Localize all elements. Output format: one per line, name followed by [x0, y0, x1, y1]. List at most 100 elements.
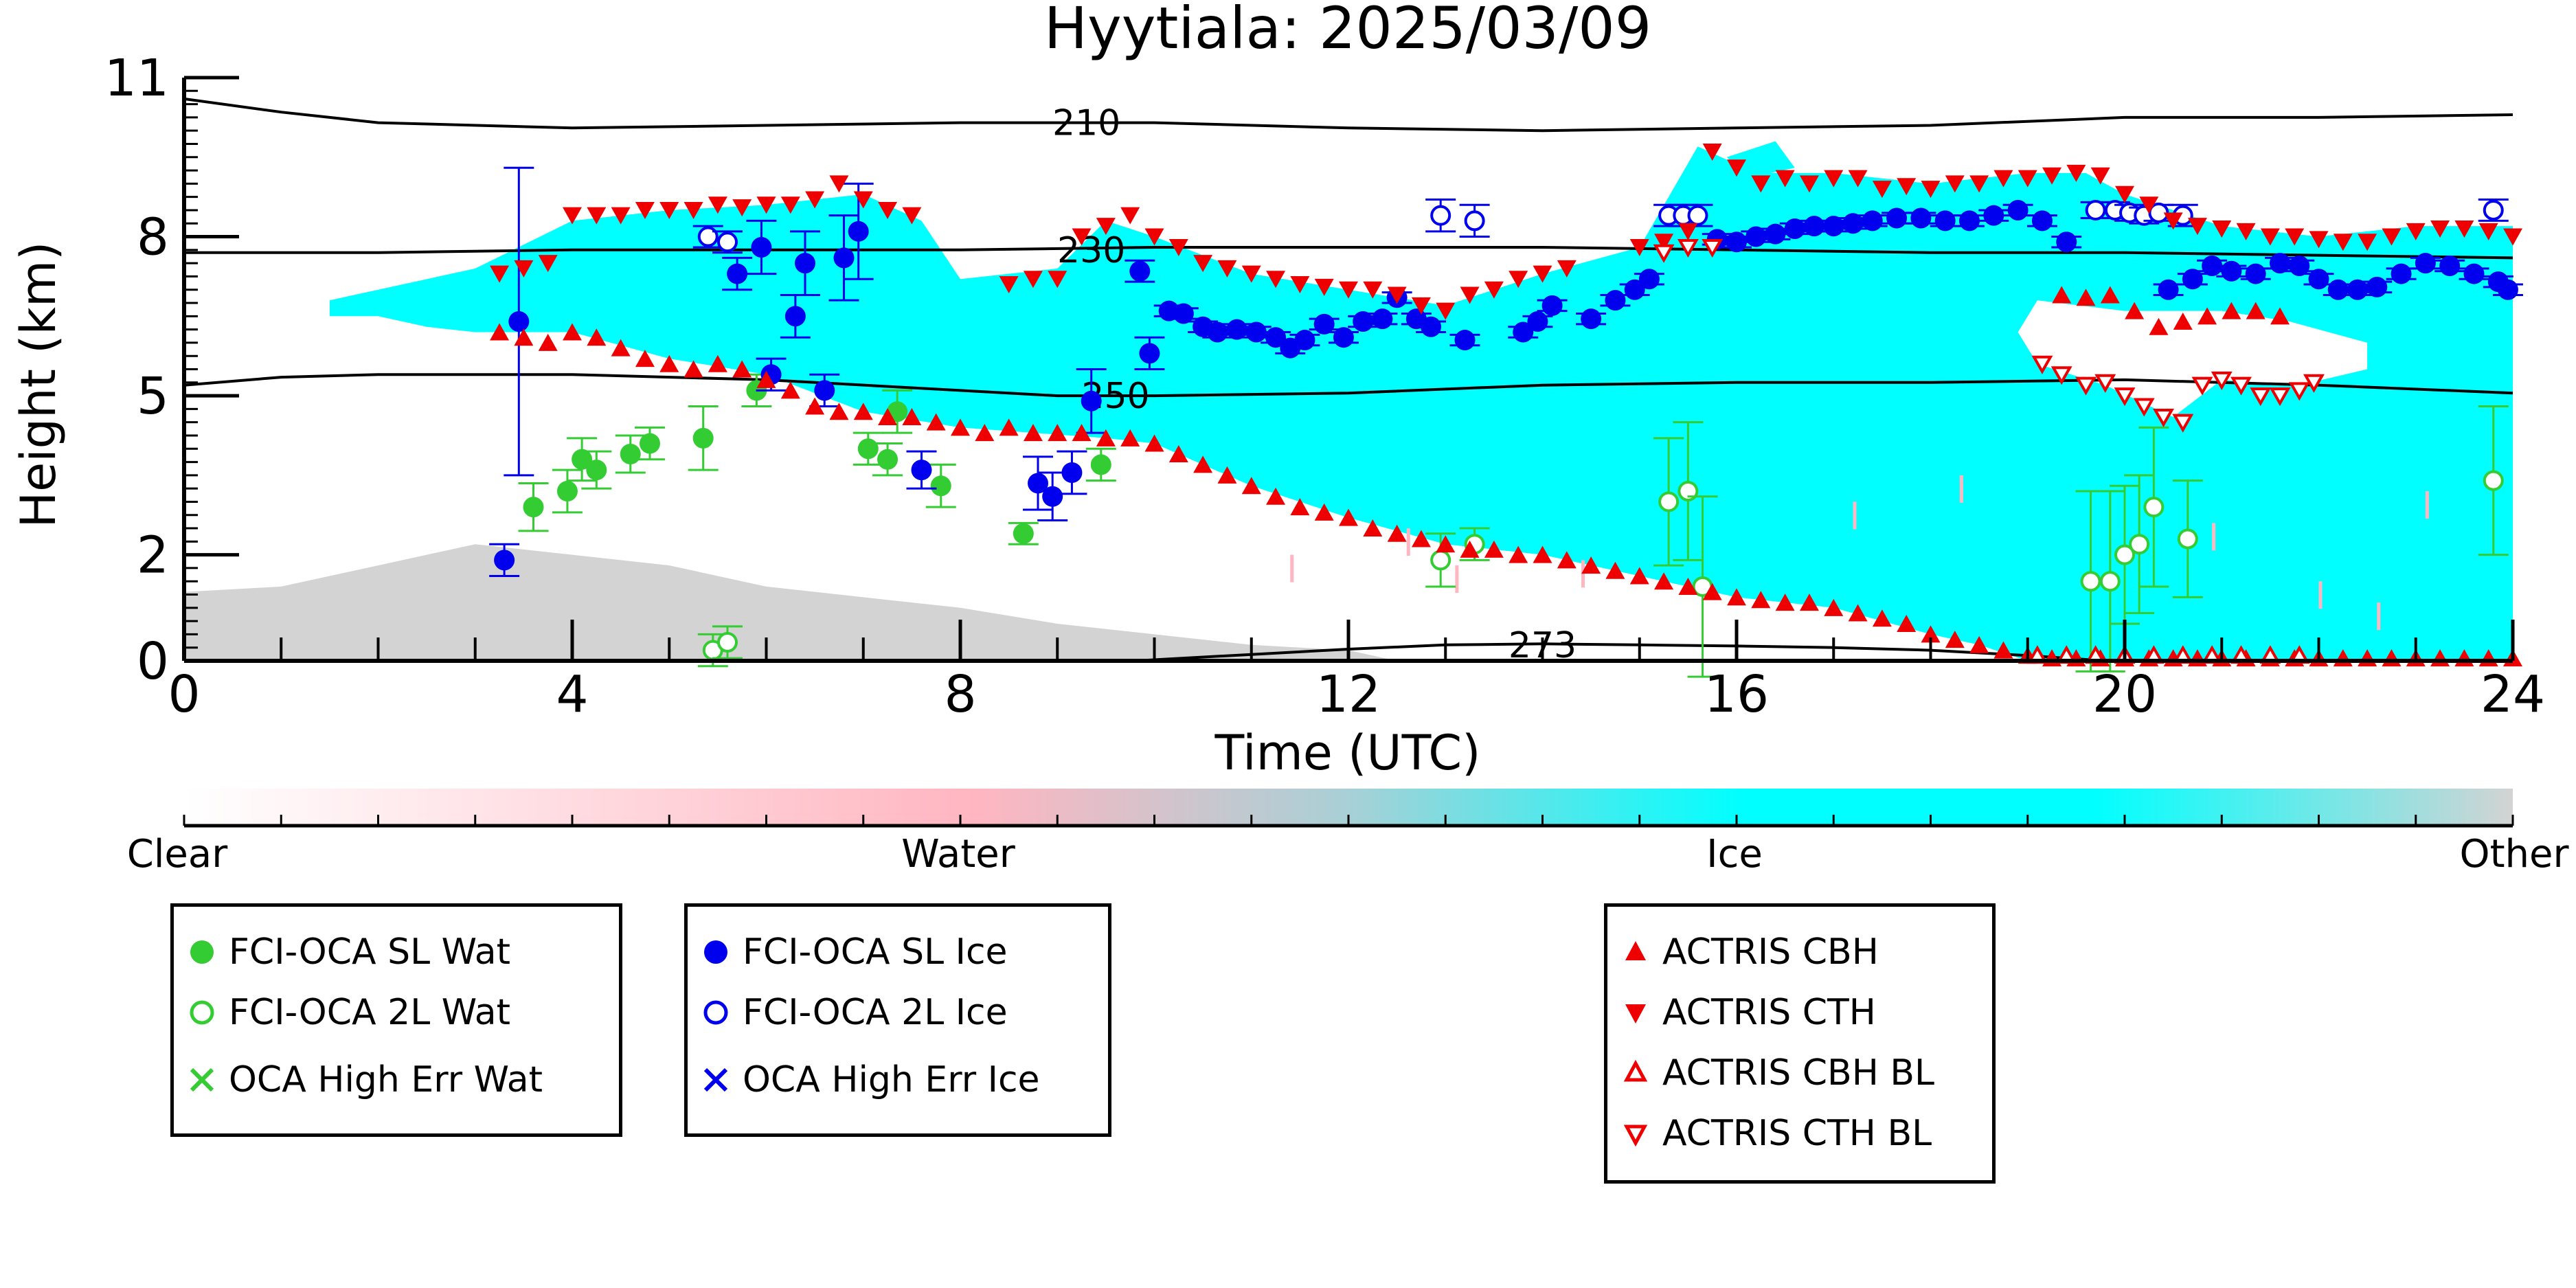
data-point: [1638, 269, 1660, 290]
data-point: [1096, 218, 1116, 236]
legend-label: FCI-OCA 2L Ice: [743, 992, 1008, 1033]
chart-title: Hyytiala: 2025/03/09: [1044, 0, 1651, 62]
data-point: [1363, 519, 1383, 537]
data-point: [1144, 228, 1164, 246]
data-point: [2269, 387, 2291, 407]
data-point: [2042, 167, 2062, 185]
colorbar-label-clear: Clear: [127, 832, 228, 877]
data-point: [1727, 159, 1746, 177]
data-point: [1745, 226, 1767, 247]
water-class-streak: [1853, 501, 1857, 530]
data-point: [659, 354, 679, 372]
data-point: [1775, 170, 1795, 188]
data-point: [2172, 414, 2194, 433]
data-point: [951, 418, 970, 436]
data-point: [587, 328, 607, 346]
data-point: [490, 323, 510, 341]
data-point: [1969, 635, 1989, 653]
y-tick-label: 0: [137, 632, 169, 691]
data-point: [1387, 286, 1407, 304]
data-point: [926, 413, 946, 431]
data-point: [1557, 551, 1577, 569]
data-point: [2187, 218, 2207, 236]
data-point: [930, 475, 951, 497]
data-point: [1727, 588, 1746, 606]
data-point: [1605, 290, 1626, 311]
data-point: [2303, 374, 2325, 393]
legend-label: ACTRIS CBH: [1662, 931, 1879, 973]
data-point: [1983, 205, 2004, 226]
filled-triangle-down-marker-icon: [1625, 1004, 1646, 1024]
water-class-streak: [1406, 528, 1410, 556]
data-point: [1533, 545, 1552, 563]
legend-item: ACTRIS CBH BL: [1607, 1046, 1992, 1100]
data-point: [1484, 281, 1504, 299]
data-point: [1509, 545, 1528, 563]
data-point: [2382, 228, 2402, 246]
open-circle-marker-icon: [703, 1000, 728, 1025]
data-point: [999, 418, 1019, 436]
data-point: [2133, 398, 2155, 417]
data-point: [780, 381, 800, 399]
data-point: [2052, 286, 2072, 304]
data-point: [563, 207, 582, 225]
data-point: [2221, 260, 2242, 282]
data-point: [1072, 424, 1092, 442]
y-tick-label: 11: [104, 49, 169, 108]
data-point: [1454, 330, 1476, 351]
legend-item: ACTRIS CTH BL: [1607, 1106, 1992, 1161]
data-point: [2202, 255, 2223, 276]
water-class-streak: [1959, 475, 1963, 503]
filled-circle-marker-icon: [704, 940, 727, 964]
data-point: [2114, 387, 2136, 407]
data-point: [1023, 271, 1043, 289]
legend-label: OCA High Err Ice: [743, 1059, 1040, 1100]
data-point: [1629, 238, 1649, 256]
data-point: [1241, 265, 1261, 283]
data-point: [1804, 216, 1824, 237]
data-point: [659, 201, 679, 219]
data-point: [795, 253, 815, 274]
data-point: [1048, 424, 1067, 442]
data-point: [1824, 598, 1844, 616]
data-point: [1173, 303, 1194, 324]
data-point: [1775, 594, 1795, 611]
water-class-streak: [2377, 602, 2381, 631]
data-point: [2075, 376, 2097, 396]
data-point: [2191, 376, 2213, 396]
isotherm-label: 230: [1057, 230, 1125, 271]
cloudnet-classification-background: [184, 141, 2513, 662]
data-point: [2125, 302, 2145, 319]
data-point: [829, 403, 849, 420]
data-point: [2309, 231, 2329, 249]
data-point: [1120, 207, 1140, 225]
data-point: [1290, 276, 1310, 294]
data-point: [1654, 572, 1674, 590]
data-point: [2439, 255, 2461, 276]
open-circle-marker-icon: [190, 1000, 214, 1025]
data-point: [1042, 486, 1063, 507]
colorbar-label-ice: Ice: [1706, 832, 1763, 877]
data-point: [2308, 269, 2329, 290]
data-point: [2211, 371, 2233, 390]
data-point: [2050, 366, 2072, 385]
data-point: [2018, 170, 2037, 188]
water-class-streak: [2425, 491, 2429, 519]
clear-gap-region: [2018, 300, 2368, 417]
data-point: [1484, 540, 1504, 558]
data-point: [1678, 577, 1698, 595]
data-point: [2031, 355, 2053, 374]
y-tick-label: 2: [137, 526, 169, 585]
data-point: [902, 407, 922, 425]
data-point: [2139, 196, 2159, 214]
data-point: [1862, 210, 1883, 231]
data-point: [1207, 321, 1228, 343]
data-point: [814, 380, 835, 401]
data-point: [1678, 223, 1698, 240]
x-tick-label: 24: [2481, 665, 2545, 724]
data-point: [1751, 175, 1771, 193]
data-point: [911, 460, 932, 481]
data-point: [2197, 307, 2217, 325]
data-point: [2246, 302, 2266, 319]
data-point: [877, 449, 899, 470]
